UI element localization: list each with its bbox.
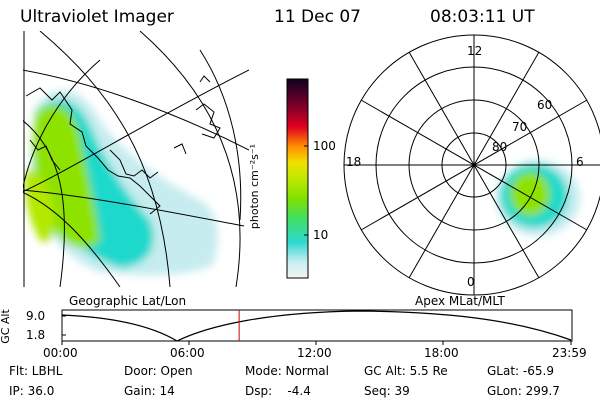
- colorbar: [286, 78, 309, 279]
- date-label: 11 Dec 07: [274, 7, 361, 27]
- status-seq: Seq: 39: [364, 384, 410, 398]
- alt-tick-high: 9.0: [26, 309, 46, 323]
- mlt-label-12: 12: [467, 44, 483, 58]
- gc-alt-axis-label: GC Alt: [0, 309, 12, 344]
- time-tick-0600: 06:00: [170, 346, 205, 360]
- colorbar-tick-100: 100: [313, 139, 336, 153]
- geo-grid: [23, 31, 249, 287]
- status-flt: Flt: LBHL: [9, 364, 63, 378]
- status-glat: GLat: -65.9: [487, 364, 554, 378]
- time-tick-2359: 23:59: [552, 346, 587, 360]
- geographic-map-panel: [23, 31, 249, 287]
- time-tick-0000: 00:00: [43, 346, 78, 360]
- status-gain: Gain: 14: [124, 384, 175, 398]
- colorbar-ticks: [304, 145, 308, 236]
- mlat-mlt-polar-plot: [343, 34, 600, 296]
- mlt-label-6: 6: [576, 155, 584, 169]
- colorbar-tick-10: 10: [313, 228, 329, 242]
- altitude-curve: [61, 310, 572, 342]
- alt-tick-low: 1.8: [26, 328, 46, 342]
- status-mode: Mode: Normal: [245, 364, 329, 378]
- mlt-label-0: 0: [467, 275, 475, 289]
- status-door: Door: Open: [124, 364, 193, 378]
- coastlines: [25, 75, 221, 215]
- status-dsp: Dsp: -4.4: [245, 384, 311, 398]
- mlt-label-18: 18: [346, 155, 362, 169]
- time-tick-1800: 18:00: [424, 346, 459, 360]
- app-title: Ultraviolet Imager: [20, 7, 174, 27]
- time-label: 08:03:11 UT: [430, 7, 535, 27]
- colorbar-unit-label: photon cm⁻²s⁻¹: [248, 143, 262, 230]
- apex-caption: Apex MLat/MLT: [415, 294, 505, 308]
- aurora-emission-left: [24, 90, 218, 276]
- time-tick-1200: 12:00: [297, 346, 332, 360]
- mlat-label-60: 60: [537, 98, 553, 112]
- geographic-caption: Geographic Lat/Lon: [69, 294, 187, 308]
- status-ip: IP: 36.0: [9, 384, 55, 398]
- status-gc-alt: GC Alt: 5.5 Re: [364, 364, 448, 378]
- status-glon: GLon: 299.7: [487, 384, 560, 398]
- mlat-label-80: 80: [492, 140, 508, 154]
- altitude-strip: [61, 309, 573, 345]
- mlat-label-70: 70: [512, 120, 528, 134]
